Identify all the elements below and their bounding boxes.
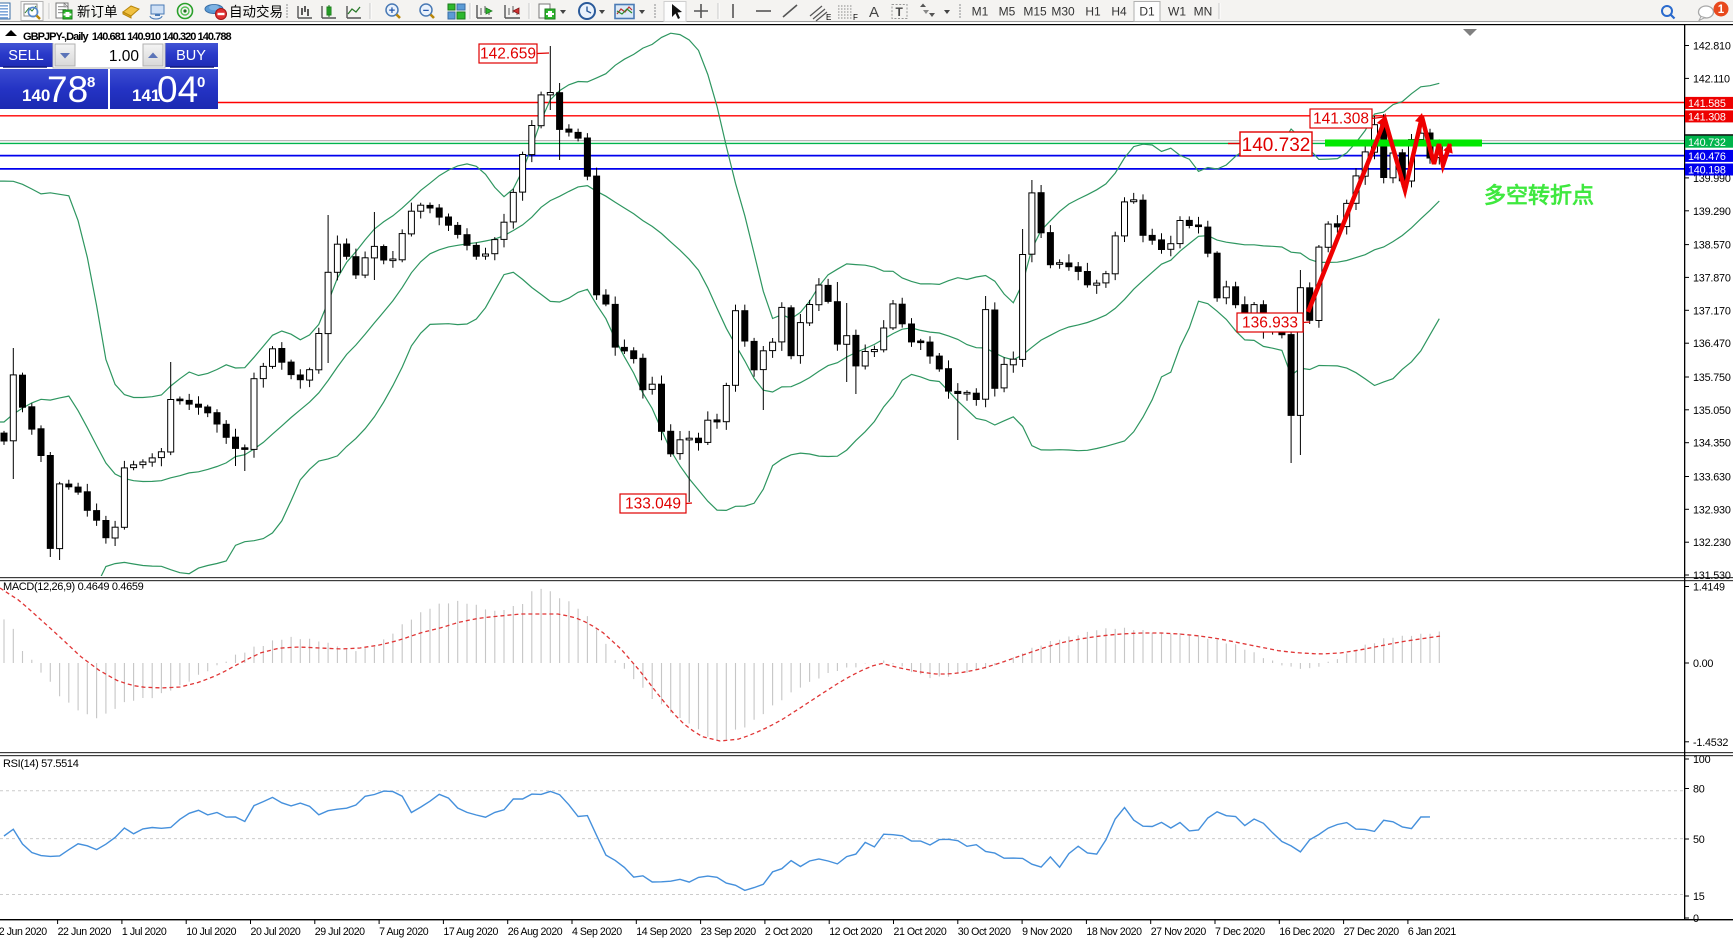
svg-text:M1: M1 <box>972 5 989 19</box>
svg-text:0: 0 <box>197 74 205 91</box>
svg-text:0: 0 <box>1693 913 1699 925</box>
svg-text:04: 04 <box>157 69 198 109</box>
svg-text:7 Aug 2020: 7 Aug 2020 <box>379 926 429 938</box>
svg-text:4 Sep 2020: 4 Sep 2020 <box>572 926 622 938</box>
svg-text:134.350: 134.350 <box>1693 438 1731 450</box>
svg-text:22 Jun 2020: 22 Jun 2020 <box>58 926 112 938</box>
svg-text:140: 140 <box>22 86 50 105</box>
svg-text:GBPJPY-,Daily 140.681 140.910: GBPJPY-,Daily 140.681 140.910 140.320 14… <box>23 31 231 43</box>
svg-text:138.570: 138.570 <box>1693 240 1731 252</box>
svg-text:7 Dec 2020: 7 Dec 2020 <box>1215 926 1265 938</box>
svg-text:136.933: 136.933 <box>1242 315 1298 332</box>
svg-text:132.930: 132.930 <box>1693 504 1731 516</box>
svg-text:14 Sep 2020: 14 Sep 2020 <box>636 926 692 938</box>
svg-text:1: 1 <box>1718 4 1725 16</box>
svg-text:20 Jul 2020: 20 Jul 2020 <box>251 926 301 938</box>
svg-text:D1: D1 <box>1139 5 1155 19</box>
svg-text:50: 50 <box>1693 834 1705 846</box>
svg-text:135.050: 135.050 <box>1693 405 1731 417</box>
svg-text:29 Jul 2020: 29 Jul 2020 <box>315 926 365 938</box>
svg-text:W1: W1 <box>1168 5 1186 19</box>
svg-text:135.750: 135.750 <box>1693 372 1731 384</box>
svg-text:M15: M15 <box>1023 5 1047 19</box>
svg-text:9 Nov 2020: 9 Nov 2020 <box>1022 926 1072 938</box>
svg-text:1.4149: 1.4149 <box>1693 582 1725 594</box>
svg-text:H4: H4 <box>1111 5 1127 19</box>
svg-text:6 Jan 2021: 6 Jan 2021 <box>1408 926 1456 938</box>
svg-text:26 Aug 2020: 26 Aug 2020 <box>508 926 563 938</box>
svg-text:142.810: 142.810 <box>1693 41 1731 53</box>
svg-text:80: 80 <box>1693 784 1705 796</box>
svg-text:139.990: 139.990 <box>1693 173 1731 185</box>
svg-text:MN: MN <box>1194 5 1213 19</box>
svg-text:1.00: 1.00 <box>109 48 140 65</box>
svg-text:多空转折点: 多空转折点 <box>1484 183 1594 208</box>
svg-text:140.732: 140.732 <box>1242 135 1311 156</box>
svg-text:-1.4532: -1.4532 <box>1693 737 1728 749</box>
svg-text:141.308: 141.308 <box>1313 111 1369 128</box>
svg-text:140.198: 140.198 <box>1688 165 1726 177</box>
svg-text:142.110: 142.110 <box>1693 73 1730 85</box>
svg-text:17 Aug 2020: 17 Aug 2020 <box>443 926 498 938</box>
svg-text:141.308: 141.308 <box>1688 112 1726 124</box>
svg-text:141.585: 141.585 <box>1688 98 1726 110</box>
svg-text:1 Jul 2020: 1 Jul 2020 <box>122 926 167 938</box>
svg-text:23 Sep 2020: 23 Sep 2020 <box>701 926 757 938</box>
svg-text:新订单: 新订单 <box>77 5 118 20</box>
svg-text:30 Oct 2020: 30 Oct 2020 <box>958 926 1011 938</box>
svg-text:10 Jul 2020: 10 Jul 2020 <box>186 926 236 938</box>
svg-text:A: A <box>869 4 879 21</box>
svg-text:27 Nov 2020: 27 Nov 2020 <box>1151 926 1207 938</box>
svg-text:8: 8 <box>87 74 95 91</box>
svg-text:100: 100 <box>1693 754 1711 766</box>
svg-text:132.230: 132.230 <box>1693 537 1731 549</box>
svg-text:137.870: 137.870 <box>1693 272 1731 284</box>
svg-text:12 Jun 2020: 12 Jun 2020 <box>0 926 47 938</box>
svg-text:140.732: 140.732 <box>1688 137 1726 149</box>
svg-text:T: T <box>896 5 904 19</box>
svg-text:RSI(14) 57.5514: RSI(14) 57.5514 <box>3 758 79 770</box>
svg-text:139.290: 139.290 <box>1693 206 1731 218</box>
svg-text:141: 141 <box>132 86 160 105</box>
svg-text:SELL: SELL <box>8 48 43 64</box>
svg-text:131.530: 131.530 <box>1693 570 1731 582</box>
svg-text:137.170: 137.170 <box>1693 305 1731 317</box>
svg-text:15: 15 <box>1693 891 1705 903</box>
svg-text:12 Oct 2020: 12 Oct 2020 <box>829 926 882 938</box>
svg-text:133.049: 133.049 <box>625 496 681 513</box>
svg-text:0.00: 0.00 <box>1693 658 1713 670</box>
svg-text:BUY: BUY <box>176 48 206 64</box>
svg-text:18 Nov 2020: 18 Nov 2020 <box>1086 926 1142 938</box>
svg-text:H1: H1 <box>1085 5 1101 19</box>
svg-text:M30: M30 <box>1051 5 1075 19</box>
svg-text:自动交易: 自动交易 <box>229 4 283 20</box>
svg-text:MACD(12,26,9) 0.4649 0.4659: MACD(12,26,9) 0.4649 0.4659 <box>3 581 144 593</box>
svg-text:2 Oct 2020: 2 Oct 2020 <box>765 926 813 938</box>
svg-text:140.476: 140.476 <box>1688 151 1726 163</box>
svg-text:136.470: 136.470 <box>1693 338 1731 350</box>
svg-text:−: − <box>423 5 429 17</box>
svg-text:+: + <box>389 5 395 17</box>
svg-text:16 Dec 2020: 16 Dec 2020 <box>1279 926 1335 938</box>
svg-text:27 Dec 2020: 27 Dec 2020 <box>1344 926 1400 938</box>
svg-text:142.659: 142.659 <box>480 46 536 63</box>
svg-text:133.630: 133.630 <box>1693 472 1731 484</box>
svg-text:E: E <box>826 13 831 22</box>
svg-text:78: 78 <box>47 69 88 109</box>
svg-text:M5: M5 <box>999 5 1016 19</box>
svg-text:F: F <box>853 13 858 22</box>
svg-text:21 Oct 2020: 21 Oct 2020 <box>894 926 947 938</box>
